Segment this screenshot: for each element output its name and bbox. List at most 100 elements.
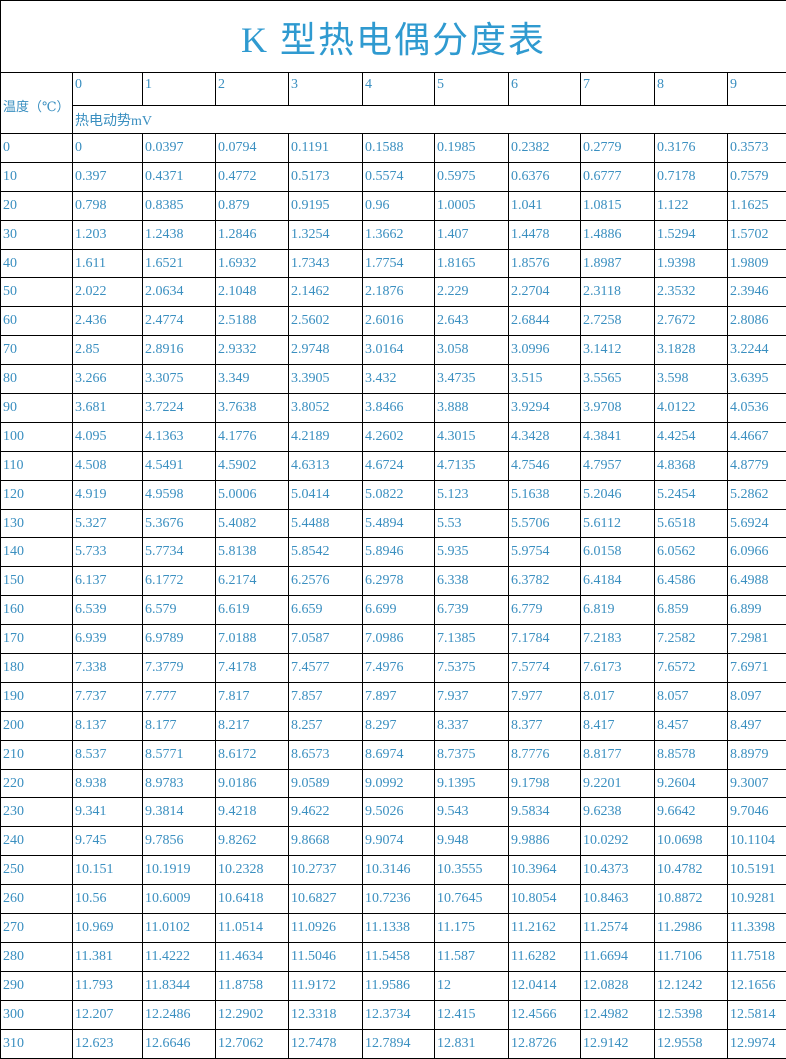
column-header: 7 [581,73,655,106]
emf-cell: 6.859 [655,596,728,625]
emf-cell: 2.1876 [363,278,435,307]
emf-cell: 12.9558 [655,1029,728,1058]
emf-cell: 11.2574 [581,914,655,943]
temperature-cell: 180 [1,654,73,683]
temperature-cell: 230 [1,798,73,827]
temperature-cell: 60 [1,307,73,336]
emf-cell: 5.733 [73,538,143,567]
emf-cell: 4.919 [73,480,143,509]
emf-cell: 10.8463 [581,885,655,914]
column-header: 1 [143,73,216,106]
emf-cell: 8.257 [289,711,363,740]
emf-cell: 6.4184 [581,567,655,596]
emf-cell: 5.0822 [363,480,435,509]
temperature-cell: 260 [1,885,73,914]
emf-cell: 12.0828 [581,971,655,1000]
emf-cell: 1.7754 [363,249,435,278]
emf-cell: 11.1338 [363,914,435,943]
emf-cell: 6.1772 [143,567,216,596]
emf-cell: 11.7518 [728,942,786,971]
emf-cell: 9.4622 [289,798,363,827]
emf-cell: 11.0102 [143,914,216,943]
column-header: 6 [509,73,581,106]
temperature-cell: 250 [1,856,73,885]
emf-cell: 4.7135 [435,451,509,480]
emf-cell: 1.5294 [655,220,728,249]
emf-cell: 4.4667 [728,422,786,451]
column-header: 5 [435,73,509,106]
emf-cell: 10.6827 [289,885,363,914]
emf-cell: 7.5774 [509,654,581,683]
emf-cell: 0.5173 [289,162,363,191]
emf-cell: 6.819 [581,596,655,625]
emf-cell: 3.7224 [143,394,216,423]
title-row: K 型热电偶分度表 [1,1,786,73]
emf-cell: 10.0698 [655,827,728,856]
emf-cell: 12.5814 [728,1000,786,1029]
emf-cell: 6.619 [216,596,289,625]
emf-cell: 1.407 [435,220,509,249]
emf-cell: 7.2582 [655,625,728,654]
emf-cell: 0.8385 [143,191,216,220]
emf-cell: 12.2486 [143,1000,216,1029]
emf-cell: 5.3676 [143,509,216,538]
emf-cell: 2.8916 [143,336,216,365]
emf-cell: 3.8052 [289,394,363,423]
emf-cell: 3.058 [435,336,509,365]
emf-cell: 11.5458 [363,942,435,971]
emf-cell: 2.436 [73,307,143,336]
emf-cell: 0.9195 [289,191,363,220]
emf-cell: 4.0536 [728,394,786,423]
emf-cell: 12.6646 [143,1029,216,1058]
temperature-cell: 100 [1,422,73,451]
temperature-cell: 120 [1,480,73,509]
emf-cell: 3.7638 [216,394,289,423]
emf-cell: 6.0158 [581,538,655,567]
emf-cell: 4.8368 [655,451,728,480]
emf-cell: 10.5191 [728,856,786,885]
emf-cell: 7.0587 [289,625,363,654]
emf-cell: 5.6518 [655,509,728,538]
temperature-cell: 160 [1,596,73,625]
emf-cell: 5.4082 [216,509,289,538]
emf-cell: 5.6112 [581,509,655,538]
unit-label: 热电动势mV [73,106,786,134]
emf-cell: 7.777 [143,682,216,711]
table-title: K 型热电偶分度表 [1,1,786,73]
column-header: 2 [216,73,289,106]
emf-cell: 9.2201 [581,769,655,798]
emf-cell: 7.0986 [363,625,435,654]
emf-cell: 12.415 [435,1000,509,1029]
emf-cell: 1.3254 [289,220,363,249]
temperature-cell: 140 [1,538,73,567]
emf-cell: 10.3555 [435,856,509,885]
emf-cell: 2.643 [435,307,509,336]
emf-cell: 1.6932 [216,249,289,278]
emf-cell: 9.0589 [289,769,363,798]
emf-cell: 4.6313 [289,451,363,480]
emf-cell: 10.3964 [509,856,581,885]
emf-cell: 10.8054 [509,885,581,914]
emf-cell: 11.6694 [581,942,655,971]
emf-cell: 11.4222 [143,942,216,971]
emf-cell: 5.6924 [728,509,786,538]
emf-cell: 7.6572 [655,654,728,683]
emf-cell: 3.1412 [581,336,655,365]
emf-cell: 12.0414 [509,971,581,1000]
emf-cell: 11.2986 [655,914,728,943]
temperature-cell: 150 [1,567,73,596]
emf-cell: 11.587 [435,942,509,971]
emf-cell: 12.5398 [655,1000,728,1029]
emf-cell: 3.1828 [655,336,728,365]
emf-cell: 1.9398 [655,249,728,278]
temperature-cell: 70 [1,336,73,365]
emf-cell: 2.7258 [581,307,655,336]
emf-cell: 9.8262 [216,827,289,856]
temperature-cell: 110 [1,451,73,480]
